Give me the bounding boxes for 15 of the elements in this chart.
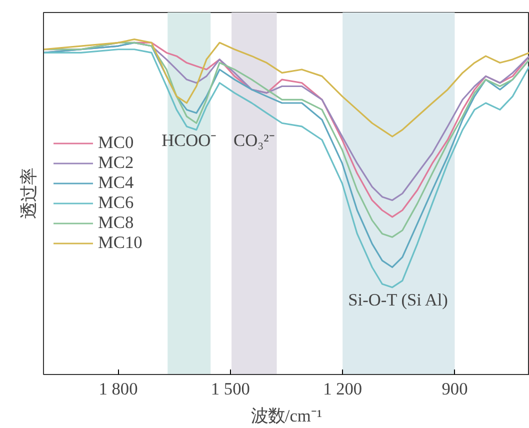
legend-label: MC0 [98,133,134,153]
band-label: CO₃²⁻ [234,131,275,150]
legend-label: MC10 [98,233,142,253]
band-label: HCOO⁻ [162,131,217,150]
y-axis-title: 透过率 [20,168,38,219]
x-axis-title: 波数/cm⁻¹ [250,406,322,426]
x-tick-label: 900 [442,380,468,398]
legend-label: MC4 [98,173,134,193]
band-label: Si-O-T (Si Al) [348,290,448,310]
x-tick-label: 1 200 [323,380,362,398]
legend-label: MC8 [98,213,134,233]
legend-label: MC2 [98,153,134,173]
x-tick-label: 1 800 [98,380,138,398]
legend-label: MC6 [98,193,134,213]
x-tick-label: 1 500 [210,380,250,398]
